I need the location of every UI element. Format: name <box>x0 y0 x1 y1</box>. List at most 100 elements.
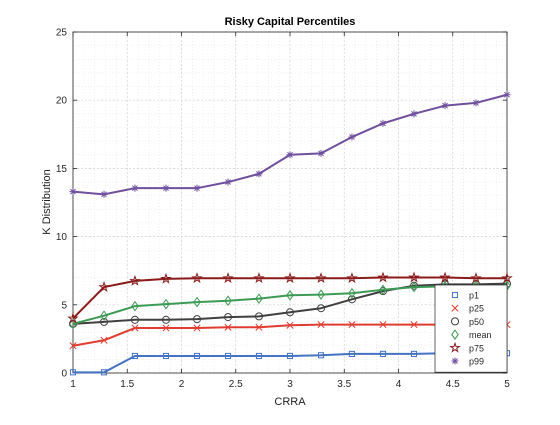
legend-box <box>434 284 508 373</box>
data-point-p50 <box>224 313 233 322</box>
y-tick-label: 0 <box>61 369 67 380</box>
data-point-p99 <box>162 184 170 192</box>
data-point-p50 <box>254 312 263 321</box>
data-point-p25 <box>100 336 108 344</box>
series-line-p75 <box>72 276 507 320</box>
data-point-p1 <box>131 352 139 360</box>
data-point-mean <box>193 296 201 308</box>
data-point-mean <box>224 295 232 307</box>
data-point-p1 <box>379 350 387 357</box>
data-point-p99 <box>441 102 449 110</box>
data-point-mean <box>255 293 263 305</box>
data-point-p50 <box>130 315 139 324</box>
data-point-p1 <box>286 352 294 360</box>
legend-marker-mean <box>451 329 459 340</box>
x-tick-label: 3.5 <box>337 379 351 390</box>
data-point-p99 <box>193 184 201 192</box>
data-point-p75 <box>67 312 79 324</box>
data-point-p25 <box>69 342 77 350</box>
chart-title: Risky Capital Percentiles <box>225 16 356 28</box>
data-point-p25 <box>410 321 418 329</box>
x-tick-label: 2.5 <box>229 379 243 390</box>
data-point-p1 <box>410 350 418 357</box>
data-point-p25 <box>193 324 201 332</box>
data-point-p75 <box>439 271 451 283</box>
data-point-p1 <box>224 352 232 360</box>
data-point-p50 <box>192 315 202 324</box>
y-tick-label: 15 <box>56 164 68 175</box>
x-tick-label: 1.5 <box>120 379 134 390</box>
data-point-p99 <box>69 188 77 196</box>
legend-entry-p25: p25 <box>469 304 484 314</box>
data-point-p99 <box>286 151 294 159</box>
y-tick-label: 10 <box>56 232 68 243</box>
data-point-p1 <box>317 352 325 359</box>
data-point-mean <box>69 318 77 330</box>
data-point-mean <box>286 289 294 301</box>
x-tick-label: 4 <box>396 379 402 390</box>
data-point-p50 <box>347 295 356 304</box>
data-point-p1 <box>162 352 170 360</box>
series-p75 <box>67 271 513 324</box>
data-point-p25 <box>255 323 263 331</box>
data-point-p99 <box>379 119 387 127</box>
data-point-p50 <box>161 315 171 324</box>
data-point-mean <box>131 300 139 312</box>
y-tick-label: 25 <box>56 28 68 39</box>
data-point-p99 <box>100 190 108 198</box>
x-tick-label: 4.5 <box>446 379 460 390</box>
data-point-p25 <box>317 321 325 329</box>
legend-entry-p99: p99 <box>469 357 484 367</box>
data-point-p25 <box>224 323 232 331</box>
data-point-mean <box>410 281 418 293</box>
data-point-p1 <box>255 352 263 360</box>
y-axis-label: K Distribution <box>41 169 53 234</box>
data-point-p99 <box>410 110 418 118</box>
data-point-p75 <box>470 272 482 284</box>
data-point-p50 <box>317 304 326 313</box>
data-point-p25 <box>131 324 139 332</box>
data-point-p75 <box>191 272 203 284</box>
data-point-p75 <box>253 272 265 284</box>
data-point-p75 <box>129 274 141 286</box>
data-point-p1 <box>100 369 108 376</box>
data-point-p75 <box>408 271 420 283</box>
data-point-p99 <box>503 91 511 99</box>
data-point-p75 <box>501 272 513 284</box>
data-point-p75 <box>160 272 172 284</box>
y-tick-label: 5 <box>61 300 67 311</box>
series-p99 <box>69 91 511 198</box>
data-point-p25 <box>286 321 294 329</box>
data-point-p75 <box>346 272 358 284</box>
data-point-p25 <box>379 321 387 329</box>
data-point-p75 <box>98 281 110 292</box>
data-point-p99 <box>131 184 139 192</box>
axes: 1 1.5 2 2.5 3 3.5 4 4.5 5 0 5 10 15 20 25 <box>56 28 510 391</box>
legend-marker-p99 <box>451 357 459 365</box>
legend-entry-p1: p1 <box>469 291 479 301</box>
legend-entry-mean: mean <box>469 330 492 340</box>
data-point-mean <box>162 298 170 310</box>
legend: p1 p25 p50 mean p75 p99 <box>434 284 508 373</box>
data-point-mean <box>100 310 108 322</box>
data-point-p50 <box>100 317 109 326</box>
legend-entry-p50: p50 <box>469 317 484 327</box>
x-tick-label: 5 <box>504 379 510 390</box>
data-point-p99 <box>255 170 263 178</box>
data-point-p25 <box>348 321 356 329</box>
data-point-p99 <box>348 133 356 141</box>
legend-entry-p75: p75 <box>469 343 484 353</box>
legend-marker-p75 <box>449 341 461 353</box>
x-tick-label: 3 <box>287 379 293 390</box>
data-point-mean <box>348 287 356 299</box>
x-tick-label: 1 <box>70 379 76 390</box>
data-point-p1 <box>69 369 77 376</box>
y-tick-label: 20 <box>56 96 68 107</box>
legend-marker-p25 <box>451 304 459 312</box>
legend-marker-p50 <box>450 317 460 326</box>
data-point-p1 <box>193 352 201 360</box>
data-point-p99 <box>317 149 325 157</box>
data-point-p99 <box>472 99 480 107</box>
